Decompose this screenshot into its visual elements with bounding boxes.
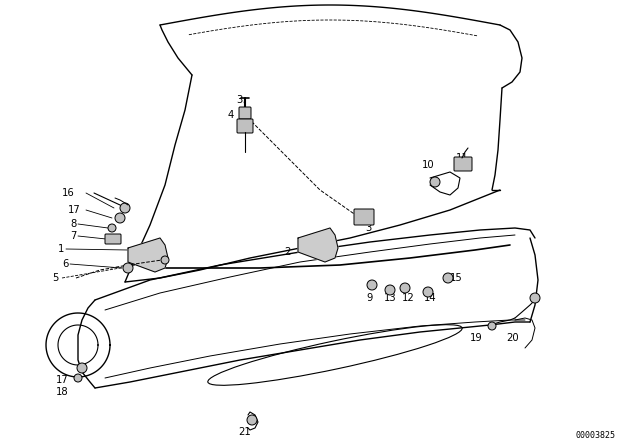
Text: 3: 3 (236, 95, 243, 105)
Circle shape (385, 285, 395, 295)
Circle shape (120, 203, 130, 213)
Text: 10: 10 (422, 160, 435, 170)
Text: 20: 20 (506, 333, 518, 343)
Circle shape (77, 363, 87, 373)
Circle shape (430, 177, 440, 187)
Text: 7: 7 (70, 231, 76, 241)
Text: 6: 6 (62, 259, 68, 269)
Text: 4: 4 (228, 110, 234, 120)
Polygon shape (298, 228, 338, 262)
FancyBboxPatch shape (237, 119, 253, 133)
Polygon shape (128, 238, 168, 272)
Text: 11: 11 (456, 153, 468, 163)
Text: 18: 18 (56, 387, 68, 397)
Circle shape (443, 273, 453, 283)
FancyBboxPatch shape (239, 107, 251, 119)
Text: 13: 13 (384, 293, 396, 303)
Text: 9: 9 (367, 293, 373, 303)
Circle shape (423, 287, 433, 297)
Circle shape (400, 283, 410, 293)
Text: 21: 21 (239, 427, 252, 437)
Text: 00003825: 00003825 (576, 431, 616, 440)
Text: 17: 17 (68, 205, 81, 215)
FancyBboxPatch shape (454, 157, 472, 171)
Circle shape (123, 263, 133, 273)
Text: 16: 16 (62, 188, 75, 198)
Circle shape (108, 224, 116, 232)
Text: 3: 3 (365, 223, 371, 233)
Text: 2: 2 (284, 247, 291, 257)
Circle shape (367, 280, 377, 290)
Text: 19: 19 (470, 333, 483, 343)
Circle shape (488, 322, 496, 330)
Text: 14: 14 (424, 293, 436, 303)
Circle shape (74, 374, 82, 382)
Text: 1: 1 (58, 244, 65, 254)
Text: 15: 15 (450, 273, 463, 283)
Text: 12: 12 (402, 293, 414, 303)
FancyBboxPatch shape (105, 234, 121, 244)
Text: 17: 17 (56, 375, 68, 385)
Circle shape (247, 415, 257, 425)
Text: 5: 5 (52, 273, 58, 283)
Text: 8: 8 (70, 219, 76, 229)
Circle shape (161, 256, 169, 264)
FancyBboxPatch shape (354, 209, 374, 225)
Circle shape (530, 293, 540, 303)
Circle shape (115, 213, 125, 223)
